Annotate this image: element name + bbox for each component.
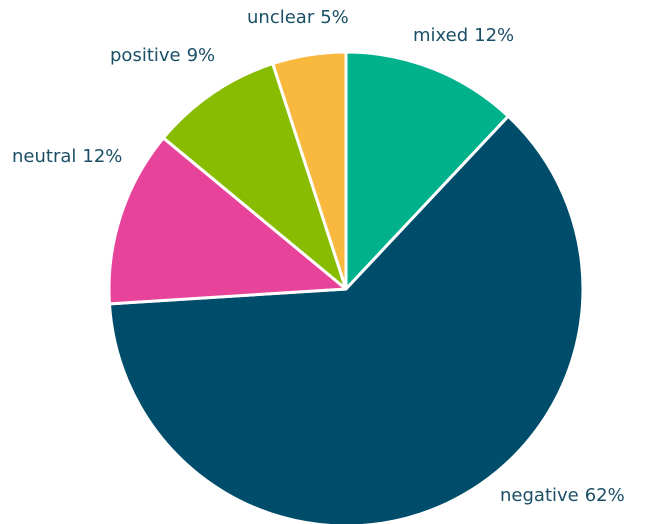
slice-label: unclear 5%	[247, 7, 349, 28]
pie-slice	[107, 136, 348, 306]
pie-slice	[107, 114, 585, 524]
slice-label: mixed 12%	[413, 25, 514, 46]
slice-value: 5%	[320, 7, 349, 28]
pie-slice	[271, 50, 348, 291]
slice-name: unclear	[247, 7, 315, 28]
slice-name: negative	[500, 485, 579, 506]
slice-value: 12%	[82, 146, 122, 167]
slice-label: negative 62%	[500, 485, 625, 506]
pie-slice	[161, 62, 348, 291]
pie-slice	[344, 50, 510, 291]
slice-name: mixed	[413, 25, 468, 46]
slice-name: positive	[110, 45, 181, 66]
slice-value: 62%	[585, 485, 625, 506]
slice-name: neutral	[12, 146, 76, 167]
slice-label: neutral 12%	[12, 146, 122, 167]
slice-value: 9%	[187, 45, 216, 66]
slice-value: 12%	[474, 25, 514, 46]
slice-label: positive 9%	[110, 45, 215, 66]
